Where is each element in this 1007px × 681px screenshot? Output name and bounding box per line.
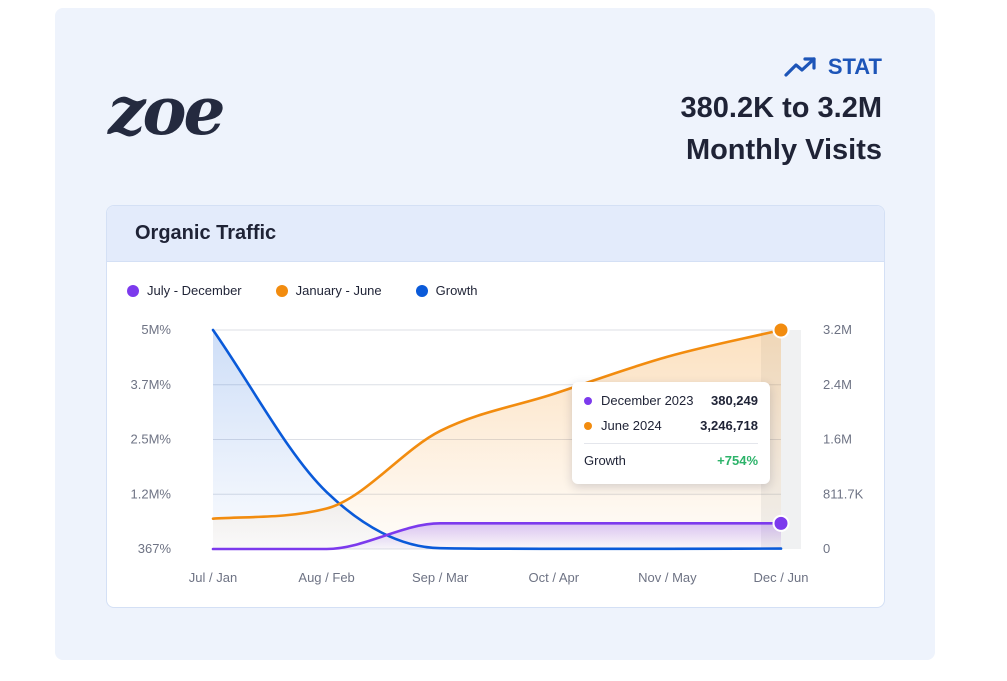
series-area-july-december: [213, 523, 781, 549]
y-left-tick-label: 5M%: [141, 322, 171, 337]
point-marker-january-june: [772, 321, 790, 339]
zoe-logo: zoe: [108, 72, 225, 150]
y-right-tick-label: 3.2M: [823, 322, 852, 337]
tooltip-row-jun-2024: June 2024 3,246,718: [584, 418, 758, 433]
tooltip-growth-label: Growth: [584, 453, 626, 468]
y-left-tick-label: 1.2M%: [131, 486, 172, 501]
chart-tooltip: December 2023 380,249 June 2024 3,246,71…: [572, 382, 770, 484]
tooltip-label: December 2023: [601, 393, 694, 408]
legend-item-july-december[interactable]: July - December: [127, 283, 242, 298]
tooltip-row-dec-2023: December 2023 380,249: [584, 393, 758, 408]
legend-item-growth[interactable]: Growth: [415, 283, 478, 298]
x-tick-label: Oct / Apr: [529, 570, 580, 585]
trending-up-icon: [784, 57, 816, 77]
orange-dot-icon: [584, 421, 592, 430]
x-tick-label: Dec / Jun: [754, 570, 809, 585]
tooltip-value: 380,249: [711, 393, 758, 408]
tooltip-growth-value: +754%: [717, 453, 758, 468]
y-right-tick-label: 2.4M: [823, 377, 852, 392]
y-left-tick-label: 3.7M%: [131, 377, 172, 392]
stat-tag: STAT: [784, 54, 882, 80]
y-right-tick-label: 1.6M: [823, 432, 852, 447]
x-tick-label: Aug / Feb: [298, 570, 354, 585]
stat-headline: 380.2K to 3.2M: [680, 92, 882, 124]
chart-legend: July - December January - June Growth: [127, 283, 478, 298]
stat-label: STAT: [827, 54, 882, 79]
y-right-tick-label: 0: [823, 541, 830, 556]
y-right-tick-label: 811.7K: [823, 486, 864, 501]
x-tick-label: Nov / May: [638, 570, 697, 585]
legend-label: Growth: [435, 283, 478, 298]
series-line-january-june: [211, 328, 783, 520]
legend-dot-icon: [415, 284, 428, 297]
point-marker-july-december: [772, 514, 790, 532]
y-left-tick-label: 367%: [138, 541, 172, 556]
legend-label: January - June: [295, 283, 382, 298]
x-tick-label: Sep / Mar: [412, 570, 469, 585]
legend-item-january-june[interactable]: January - June: [275, 283, 382, 298]
legend-dot-icon: [275, 284, 288, 297]
legend-dot-icon: [127, 284, 139, 297]
tooltip-label: June 2024: [601, 418, 662, 433]
tooltip-value: 3,246,718: [700, 418, 758, 433]
x-tick-label: Jul / Jan: [189, 570, 237, 585]
purple-dot-icon: [584, 396, 592, 405]
stat-subheadline: Monthly Visits: [685, 134, 882, 166]
tooltip-divider: [584, 443, 758, 444]
y-left-tick-label: 2.5M%: [131, 432, 172, 447]
legend-label: July - December: [147, 283, 242, 298]
series-line-july-december: [211, 522, 783, 551]
panel-title: Organic Traffic: [107, 206, 884, 262]
series-line-growth: [211, 328, 783, 551]
tooltip-growth-row: Growth +754%: [584, 453, 758, 468]
